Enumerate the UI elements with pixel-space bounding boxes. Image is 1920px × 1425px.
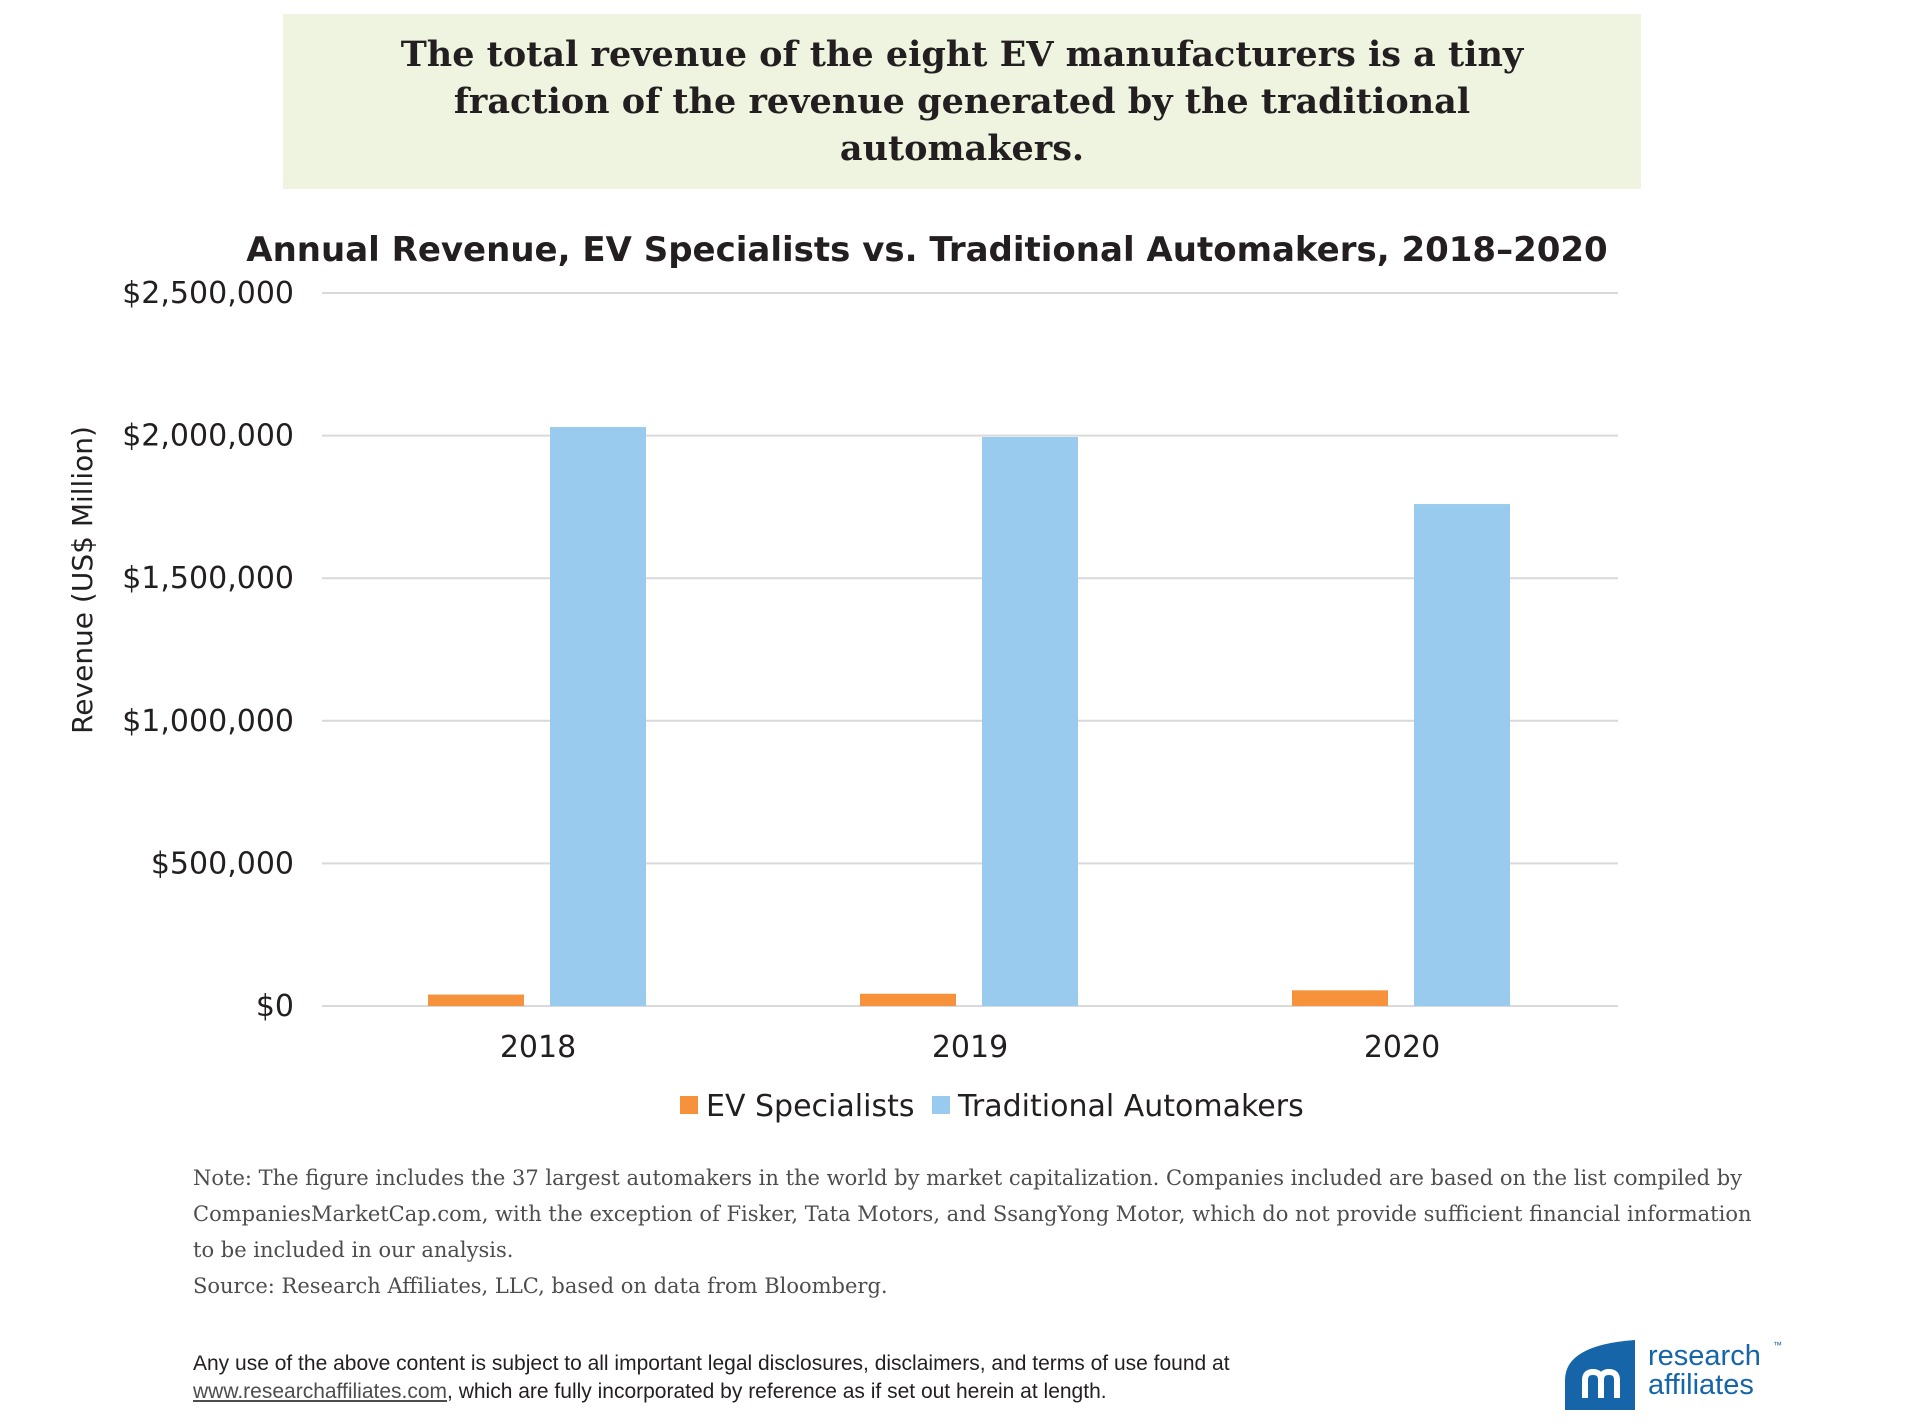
revenue-bar-chart: Annual Revenue, EV Specialists vs. Tradi… [66, 230, 1618, 1124]
disclaimer-prefix: Any use of the above content is subject … [193, 1352, 1230, 1375]
disclaimer-suffix: , which are fully incorporated by refere… [447, 1380, 1107, 1403]
bars [428, 427, 1510, 1006]
website-link[interactable]: www.researchaffiliates.com [193, 1380, 448, 1403]
gridlines [322, 292, 1618, 1007]
headline: The total revenue of the eight EV manufa… [400, 34, 1524, 169]
y-tick-label: $1,500,000 [122, 561, 294, 596]
legend-swatch-1 [932, 1096, 950, 1114]
y-tick-label: $2,000,000 [122, 419, 294, 454]
logo-line-1: research [1648, 1340, 1761, 1372]
legend-label-1: Traditional Automakers [957, 1089, 1304, 1124]
y-tick-label: $500,000 [151, 846, 294, 881]
bar-traditional-automakers-2018 [550, 427, 646, 1006]
legend-swatch-0 [680, 1096, 698, 1114]
bar-traditional-automakers-2019 [982, 437, 1078, 1006]
disclaimer: Any use of the above content is subject … [193, 1350, 1493, 1406]
x-tick-label: 2020 [1364, 1030, 1440, 1065]
y-tick-label: $1,000,000 [122, 704, 294, 739]
logo-line-2: affiliates [1648, 1369, 1754, 1401]
x-tick-label: 2018 [500, 1030, 576, 1065]
headline-box: The total revenue of the eight EV manufa… [283, 14, 1641, 189]
logo-mark-icon [1565, 1340, 1635, 1410]
note-text: Note: The figure includes the 37 largest… [193, 1166, 1752, 1262]
legend: EV Specialists Traditional Automakers [680, 1089, 1304, 1124]
logo-text: research affiliates [1648, 1342, 1761, 1400]
bar-traditional-automakers-2020 [1414, 504, 1510, 1006]
trademark-symbol: ™ [1773, 1340, 1782, 1350]
note: Note: The figure includes the 37 largest… [193, 1160, 1753, 1304]
x-axis-ticks: 2018 2019 2020 [500, 1030, 1440, 1065]
bar-ev-specialists-2020 [1292, 990, 1388, 1006]
y-axis-label: Revenue (US$ Million) [66, 426, 99, 734]
chart-title: Annual Revenue, EV Specialists vs. Tradi… [246, 230, 1607, 270]
bar-ev-specialists-2019 [860, 993, 956, 1006]
research-affiliates-logo: research affiliates ™ [1565, 1340, 1785, 1410]
y-tick-label: $2,500,000 [122, 276, 294, 311]
y-axis-ticks: $0 $500,000 $1,000,000 $1,500,000 $2,000,000… [122, 276, 294, 1024]
legend-label-0: EV Specialists [706, 1089, 914, 1124]
x-tick-label: 2019 [932, 1030, 1008, 1065]
y-tick-label: $0 [256, 989, 294, 1024]
source-text: Source: Research Affiliates, LLC, based … [193, 1274, 888, 1298]
bar-ev-specialists-2018 [428, 994, 524, 1006]
